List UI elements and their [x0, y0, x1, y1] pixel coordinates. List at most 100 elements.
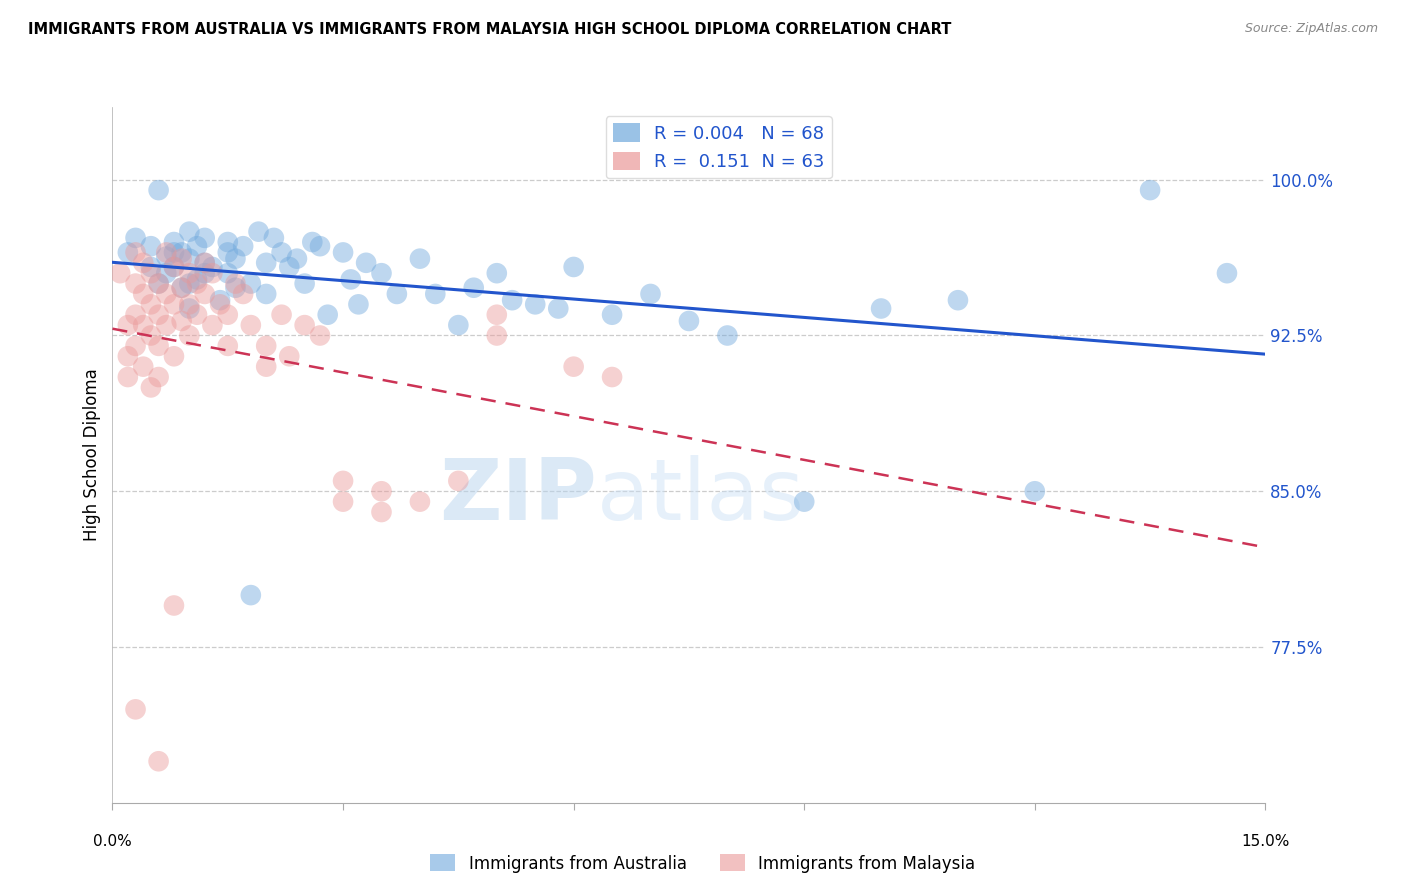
Point: [132, 287, 155, 301]
Point: [301, 235, 323, 249]
Point: [946, 293, 969, 308]
Point: [409, 494, 432, 508]
Point: [263, 231, 285, 245]
Point: [139, 328, 162, 343]
Point: [217, 266, 239, 280]
Point: [155, 250, 177, 264]
Point: [139, 297, 162, 311]
Point: [179, 277, 201, 291]
Point: [163, 599, 186, 613]
Point: [316, 308, 339, 322]
Point: [232, 239, 254, 253]
Point: [562, 260, 585, 274]
Point: [117, 370, 139, 384]
Point: [194, 256, 217, 270]
Point: [485, 328, 508, 343]
Point: [132, 359, 155, 374]
Point: [179, 297, 201, 311]
Point: [155, 266, 177, 280]
Point: [170, 281, 193, 295]
Point: [217, 339, 239, 353]
Point: [309, 328, 332, 343]
Point: [309, 239, 332, 253]
Point: [155, 245, 177, 260]
Point: [270, 308, 292, 322]
Point: [163, 245, 186, 260]
Point: [425, 287, 447, 301]
Point: [170, 245, 193, 260]
Point: [179, 328, 201, 343]
Point: [278, 349, 301, 363]
Point: [600, 308, 623, 322]
Point: [640, 287, 662, 301]
Point: [409, 252, 432, 266]
Point: [124, 702, 146, 716]
Point: [201, 260, 224, 274]
Point: [485, 308, 508, 322]
Point: [270, 245, 292, 260]
Text: 15.0%: 15.0%: [1241, 834, 1289, 849]
Point: [370, 266, 392, 280]
Point: [447, 318, 470, 332]
Point: [179, 266, 201, 280]
Point: [148, 339, 170, 353]
Point: [294, 318, 316, 332]
Point: [132, 318, 155, 332]
Point: [163, 297, 186, 311]
Point: [124, 277, 146, 291]
Point: [163, 260, 186, 274]
Point: [148, 277, 170, 291]
Point: [332, 494, 354, 508]
Point: [1139, 183, 1161, 197]
Point: [217, 245, 239, 260]
Point: [155, 318, 177, 332]
Point: [186, 239, 208, 253]
Point: [239, 318, 262, 332]
Point: [124, 245, 146, 260]
Point: [139, 380, 162, 394]
Point: [163, 349, 186, 363]
Point: [179, 225, 201, 239]
Point: [294, 277, 316, 291]
Point: [385, 287, 408, 301]
Point: [124, 308, 146, 322]
Legend: R = 0.004   N = 68, R =  0.151  N = 63: R = 0.004 N = 68, R = 0.151 N = 63: [606, 116, 832, 178]
Point: [186, 308, 208, 322]
Point: [339, 272, 361, 286]
Point: [254, 359, 277, 374]
Point: [217, 235, 239, 249]
Point: [347, 297, 370, 311]
Point: [139, 239, 162, 253]
Point: [254, 256, 277, 270]
Point: [285, 252, 308, 266]
Point: [209, 297, 232, 311]
Text: 0.0%: 0.0%: [93, 834, 132, 849]
Point: [148, 754, 170, 768]
Legend: Immigrants from Australia, Immigrants from Malaysia: Immigrants from Australia, Immigrants fr…: [423, 847, 983, 880]
Point: [117, 318, 139, 332]
Point: [108, 266, 131, 280]
Point: [117, 349, 139, 363]
Point: [485, 266, 508, 280]
Point: [678, 314, 700, 328]
Point: [278, 260, 301, 274]
Point: [224, 281, 246, 295]
Point: [179, 252, 201, 266]
Point: [179, 301, 201, 316]
Point: [793, 494, 815, 508]
Point: [132, 256, 155, 270]
Point: [332, 245, 354, 260]
Point: [547, 301, 569, 316]
Point: [117, 245, 139, 260]
Point: [224, 252, 246, 266]
Text: Source: ZipAtlas.com: Source: ZipAtlas.com: [1244, 22, 1378, 36]
Point: [1024, 484, 1046, 499]
Point: [124, 339, 146, 353]
Point: [163, 260, 186, 274]
Point: [186, 277, 208, 291]
Point: [148, 370, 170, 384]
Point: [370, 484, 392, 499]
Point: [186, 272, 208, 286]
Point: [209, 293, 232, 308]
Text: IMMIGRANTS FROM AUSTRALIA VS IMMIGRANTS FROM MALAYSIA HIGH SCHOOL DIPLOMA CORREL: IMMIGRANTS FROM AUSTRALIA VS IMMIGRANTS …: [28, 22, 952, 37]
